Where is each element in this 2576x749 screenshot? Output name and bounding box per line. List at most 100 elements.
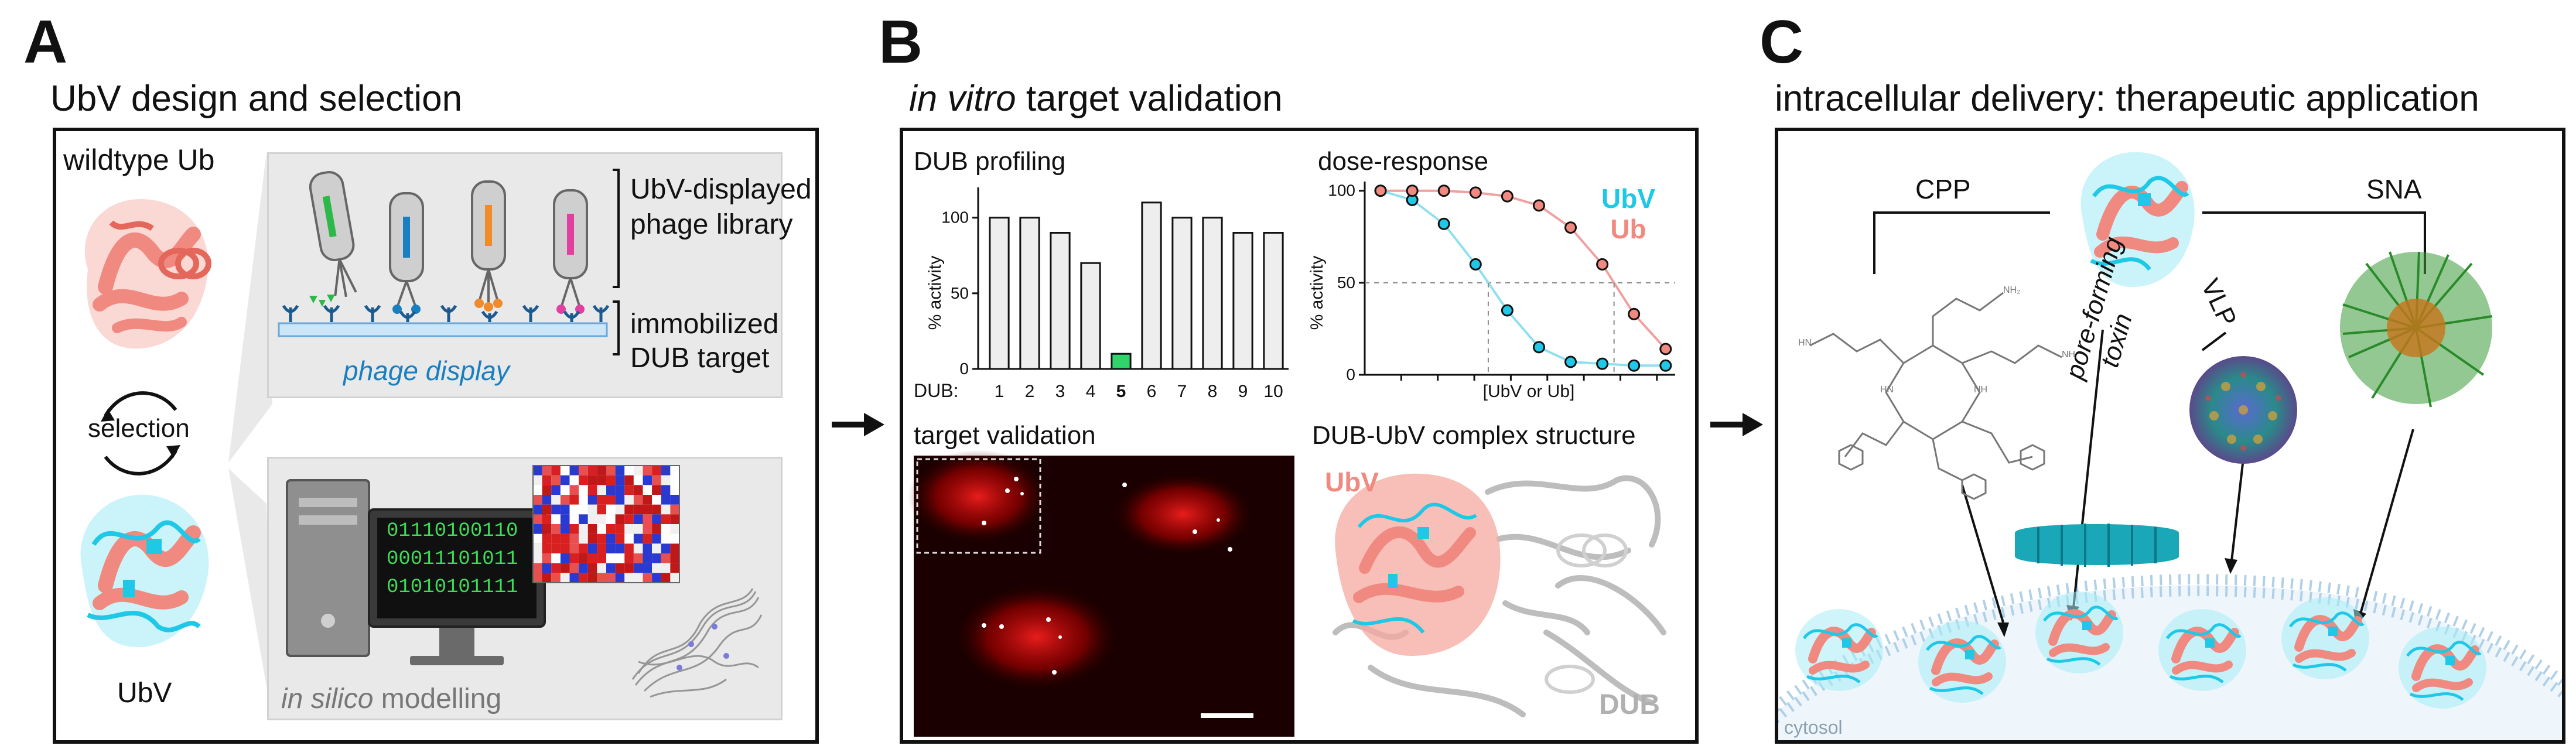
heatmap-cell — [551, 514, 561, 524]
heatmap-cell — [606, 495, 616, 505]
heatmap-cell — [661, 563, 671, 573]
heatmap-cell — [579, 524, 588, 534]
heatmap-cell — [533, 485, 542, 495]
dose-point-UbV — [1501, 304, 1514, 317]
heatmap-cell — [560, 533, 570, 544]
heatmap-cell — [579, 485, 588, 495]
heatmap-cell — [551, 495, 561, 505]
dose-point-UbV — [1564, 355, 1577, 368]
heatmap-cell — [569, 466, 579, 476]
bar-10 — [1263, 232, 1284, 370]
heatmap-cell — [542, 485, 552, 495]
heatmap-cell — [542, 563, 552, 573]
legend-UbV: UbV — [1601, 183, 1655, 214]
cytosol-label: cytosol — [1784, 717, 1843, 738]
heatmap-cell — [542, 466, 552, 476]
selection-label: selection — [88, 414, 190, 443]
heatmap-cell — [652, 466, 661, 476]
heatmap-cell — [551, 533, 561, 544]
dose-point-UbV — [1532, 341, 1545, 354]
complex-structure-label: DUB-UbV complex structure — [1312, 421, 1636, 450]
bar-xtick-label: 9 — [1238, 382, 1248, 401]
heatmap-cell — [542, 543, 552, 553]
heatmap-cell — [533, 573, 542, 583]
heatmap-cell — [579, 475, 588, 485]
panel-a-letter: A — [23, 8, 68, 76]
cytosol-ubv — [2158, 609, 2246, 691]
heatmap-cell — [560, 514, 570, 524]
phage-library-label-1: UbV-displayed — [630, 174, 812, 205]
dose-point-Ub — [1374, 184, 1387, 197]
heatmap-cell — [661, 495, 671, 505]
heatmap-cell — [533, 466, 542, 476]
sequence-heatmap — [532, 465, 680, 583]
heatmap-cell — [533, 524, 542, 534]
heatmap-cell — [542, 514, 552, 524]
heatmap-cell — [597, 553, 606, 563]
heatmap-cell — [606, 533, 616, 544]
heatmap-cell — [560, 504, 570, 515]
dose-chart-xlabel: [UbV or Ub] — [1483, 382, 1575, 401]
heatmap-cell — [597, 514, 606, 524]
heatmap-cell — [661, 475, 671, 485]
sna-particle — [2340, 251, 2493, 408]
panel-b-title-italic: in vitro — [909, 78, 1016, 119]
heatmap-cell — [560, 485, 570, 495]
heatmap-cell — [551, 543, 561, 553]
heatmap-cell — [579, 543, 588, 553]
heatmap-cell — [533, 533, 542, 544]
heatmap-cell — [606, 543, 616, 553]
bar-4 — [1080, 262, 1101, 370]
heatmap-cell — [652, 543, 661, 553]
heatmap-cell — [569, 485, 579, 495]
dose-point-Ub — [1564, 221, 1577, 234]
dose-point-Ub — [1532, 199, 1545, 212]
heatmap-cell — [551, 563, 561, 573]
bar-ytick-label: 100 — [941, 208, 969, 227]
heatmap-cell — [533, 543, 542, 553]
modelling-text: modelling — [373, 683, 502, 714]
heatmap-cell — [615, 504, 625, 515]
bar-2 — [1019, 217, 1040, 370]
heatmap-cell — [661, 485, 671, 495]
panel-b-title-rest: target validation — [1016, 78, 1283, 119]
heatmap-cell — [569, 475, 579, 485]
heatmap-cell — [560, 543, 570, 553]
dose-point-Ub — [1628, 307, 1641, 320]
heatmap-cell — [587, 543, 597, 553]
heatmap-cell — [643, 485, 652, 495]
sna-label: SNA — [2366, 174, 2422, 204]
dose-point-Ub — [1501, 190, 1514, 203]
heatmap-cell — [615, 466, 625, 476]
heatmap-cell — [615, 543, 625, 553]
heatmap-cell — [624, 466, 634, 476]
bar-1 — [989, 217, 1010, 370]
heatmap-cell — [615, 563, 625, 573]
bar-xtick-label: 5 — [1116, 382, 1126, 401]
heatmap-cell — [624, 573, 634, 583]
bar-3 — [1050, 232, 1071, 370]
heatmap-cell — [606, 514, 616, 524]
bar-xtick-label: 1 — [995, 382, 1005, 401]
heatmap-cell — [615, 495, 625, 505]
heatmap-cell — [615, 485, 625, 495]
heatmap-cell — [670, 524, 679, 534]
heatmap-cell — [643, 475, 652, 485]
heatmap-cell — [633, 573, 643, 583]
heatmap-cell — [661, 466, 671, 476]
heatmap-cell — [661, 553, 671, 563]
heatmap-cell — [597, 495, 606, 505]
panel-b-title: in vitro target validation — [909, 81, 1283, 117]
heatmap-cell — [652, 485, 661, 495]
heatmap-cell — [587, 495, 597, 505]
heatmap-cell — [579, 466, 588, 476]
dose-point-Ub — [1469, 186, 1482, 199]
svg-text:HN: HN — [1798, 338, 1812, 348]
microscopy-image — [908, 450, 1294, 737]
heatmap-cell — [551, 553, 561, 563]
dose-point-UbV — [1437, 217, 1450, 230]
bar-xtick-label: 6 — [1147, 382, 1157, 401]
dose-point-UbV — [1659, 359, 1672, 372]
heatmap-cell — [624, 563, 634, 573]
bar-5 — [1111, 353, 1132, 370]
